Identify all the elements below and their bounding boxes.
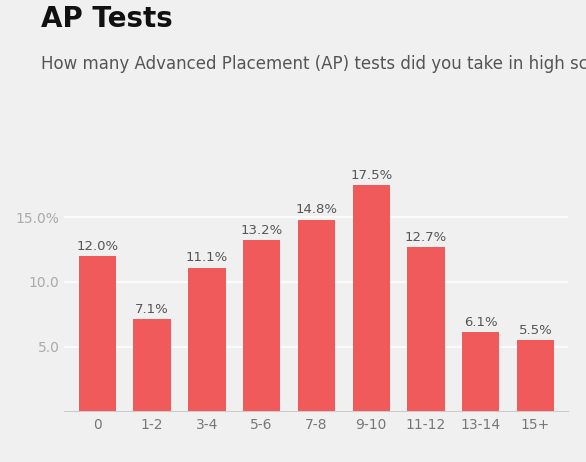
Text: 14.8%: 14.8%: [295, 203, 338, 217]
Bar: [298, 220, 335, 411]
Text: 12.0%: 12.0%: [76, 240, 118, 253]
Text: 6.1%: 6.1%: [464, 316, 498, 329]
Text: How many Advanced Placement (AP) tests did you take in high school?: How many Advanced Placement (AP) tests d…: [41, 55, 586, 73]
Bar: [188, 267, 226, 411]
Text: 11.1%: 11.1%: [186, 251, 228, 264]
Text: 5.5%: 5.5%: [519, 324, 553, 337]
Bar: [79, 256, 116, 411]
Bar: [407, 247, 445, 411]
Bar: [243, 240, 280, 411]
Bar: [462, 332, 499, 411]
Bar: [353, 185, 390, 411]
Text: 13.2%: 13.2%: [240, 224, 283, 237]
Bar: [517, 340, 554, 411]
Text: AP Tests: AP Tests: [41, 5, 173, 33]
Text: 7.1%: 7.1%: [135, 303, 169, 316]
Bar: [134, 319, 171, 411]
Text: 17.5%: 17.5%: [350, 169, 393, 182]
Text: 12.7%: 12.7%: [405, 231, 447, 243]
